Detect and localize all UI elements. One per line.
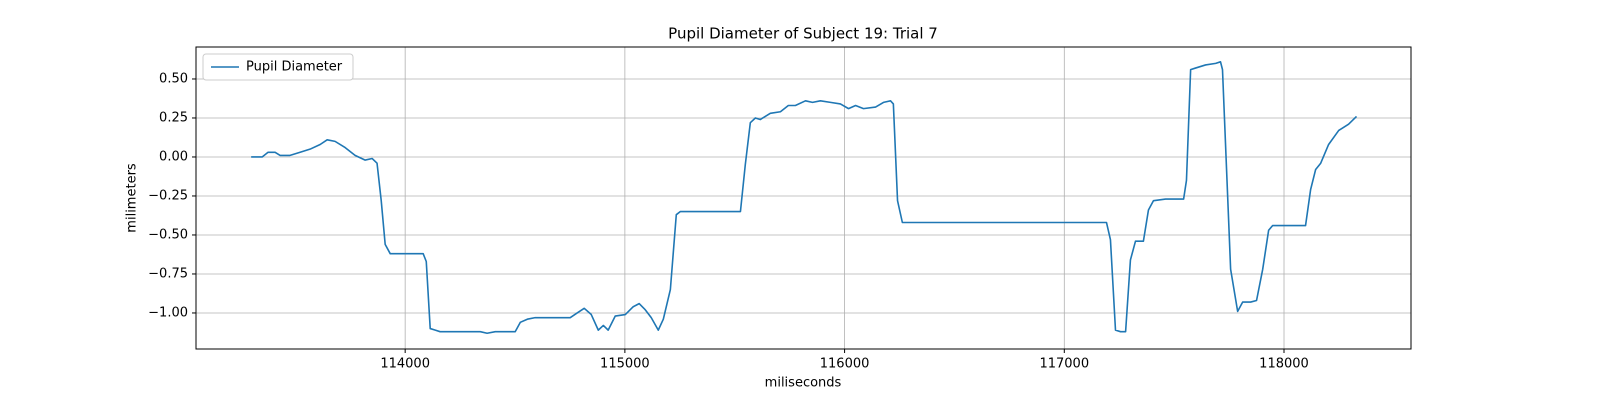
data-line: [251, 61, 1358, 335]
y-tick-label: −1.00: [148, 305, 188, 320]
y-tick-label: −0.25: [148, 188, 188, 203]
y-tick-label: 0.00: [159, 149, 188, 164]
x-axis-label: miliseconds: [765, 376, 842, 391]
legend-box: [202, 53, 354, 81]
chart-title: Pupil Diameter of Subject 19: Trial 7: [668, 25, 938, 43]
x-tick-label: 115000: [600, 357, 650, 372]
y-tick-label: −0.75: [148, 266, 188, 281]
x-tick-label: 116000: [820, 357, 870, 372]
y-tick-label: 0.25: [159, 110, 188, 125]
x-tick-label: 117000: [1039, 357, 1089, 372]
y-tick-label: 0.50: [159, 71, 188, 86]
x-tick-label: 118000: [1259, 357, 1309, 372]
y-axis-label: milimeters: [125, 163, 140, 233]
x-tick-label: 114000: [380, 357, 430, 372]
plot-frame: [195, 46, 1412, 350]
y-tick-label: −0.50: [148, 227, 188, 242]
legend-label: Pupil Diameter: [246, 60, 343, 75]
